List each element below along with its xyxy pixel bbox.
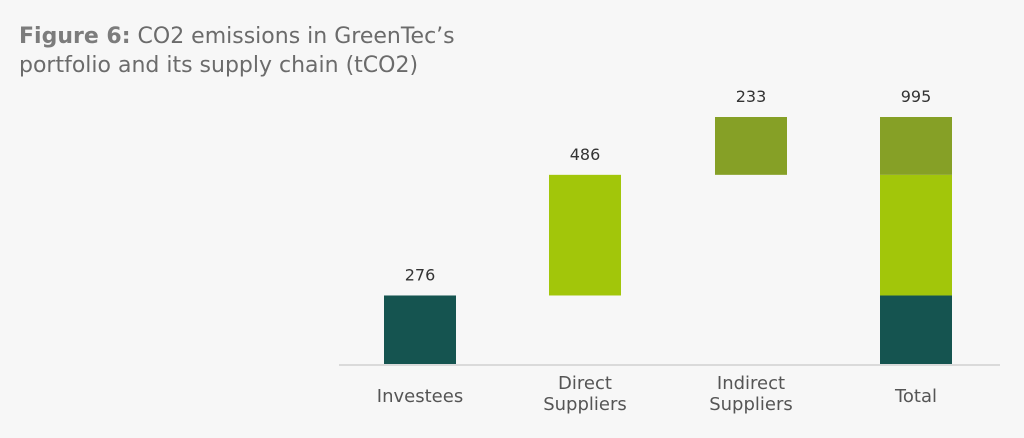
bar-2 [549,174,621,296]
total-bar-segment-1 [880,295,952,364]
total-bar-segment-2 [880,174,952,296]
x-tick-label-1: Investees [377,386,463,407]
data-label-4: 995 [901,87,932,106]
data-label-3: 233 [736,87,767,106]
total-bar-segment-3 [880,117,952,175]
title-text: CO2 emissions in GreenTec’s portfolio an… [19,24,455,78]
x-tick-label-3-line-1: Indirect [717,373,785,394]
bar-3 [715,117,787,175]
x-tick-label-2-line-2: Suppliers [543,394,627,415]
data-label-2: 486 [570,145,601,164]
figure-number: Figure 6: [19,24,131,49]
data-label-1: 276 [405,265,436,284]
x-tick-label-3-line-2: Suppliers [709,394,793,415]
x-tick-label-2-line-1: Direct [558,373,612,394]
bar-1 [384,295,456,364]
x-tick-label-4: Total [894,386,937,407]
chart-title: Figure 6: CO2 emissions in GreenTec’s po… [19,22,539,80]
